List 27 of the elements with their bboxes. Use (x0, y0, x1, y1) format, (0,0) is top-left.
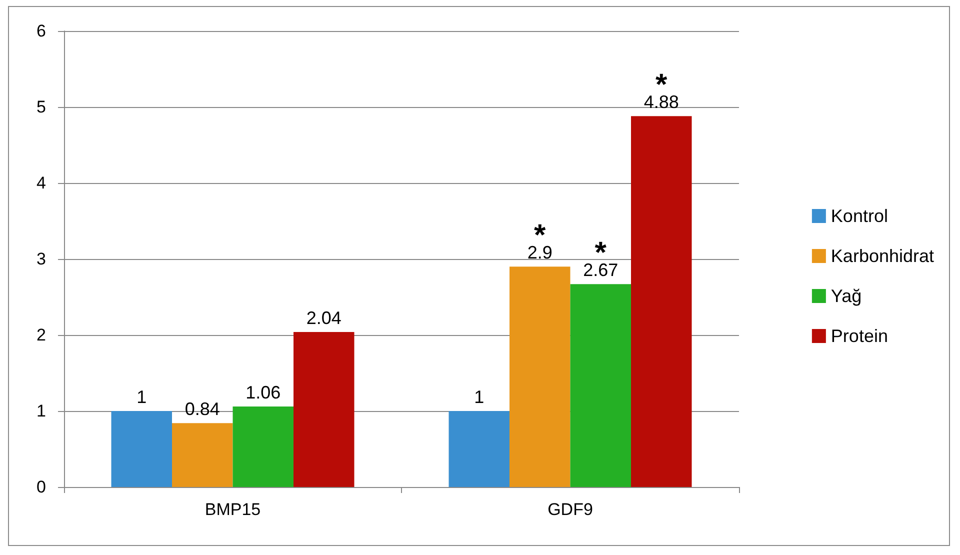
y-tick-label: 2 (36, 326, 46, 344)
y-tick-label: 1 (36, 402, 46, 420)
bar (232, 406, 294, 487)
legend-label: Protein (830, 326, 888, 346)
data-label: 2.9 (527, 242, 552, 263)
y-tick-label: 0 (36, 478, 46, 496)
y-tick-label: 4 (36, 174, 46, 192)
y-tick-label: 5 (36, 98, 46, 116)
legend-label: Yağ (830, 286, 862, 306)
data-label: 1 (136, 387, 147, 407)
y-tick-label: 6 (36, 22, 46, 40)
data-label: 0.84 (184, 399, 220, 420)
data-label: 1 (474, 387, 484, 407)
x-tick-label: BMP15 (204, 500, 261, 519)
y-tick-label: 3 (36, 250, 46, 268)
bar (294, 332, 354, 487)
legend-label: Karbonhidrat (830, 246, 934, 266)
bar (510, 266, 570, 487)
bar (631, 116, 692, 487)
bar (111, 411, 172, 487)
data-label: 1.06 (246, 382, 281, 402)
legend-label: Kontrol (830, 206, 888, 226)
bar (172, 423, 233, 487)
x-tick-label: GDF9 (548, 500, 593, 519)
data-label: 2.04 (306, 308, 342, 328)
bar (570, 284, 631, 487)
bar (448, 411, 510, 487)
